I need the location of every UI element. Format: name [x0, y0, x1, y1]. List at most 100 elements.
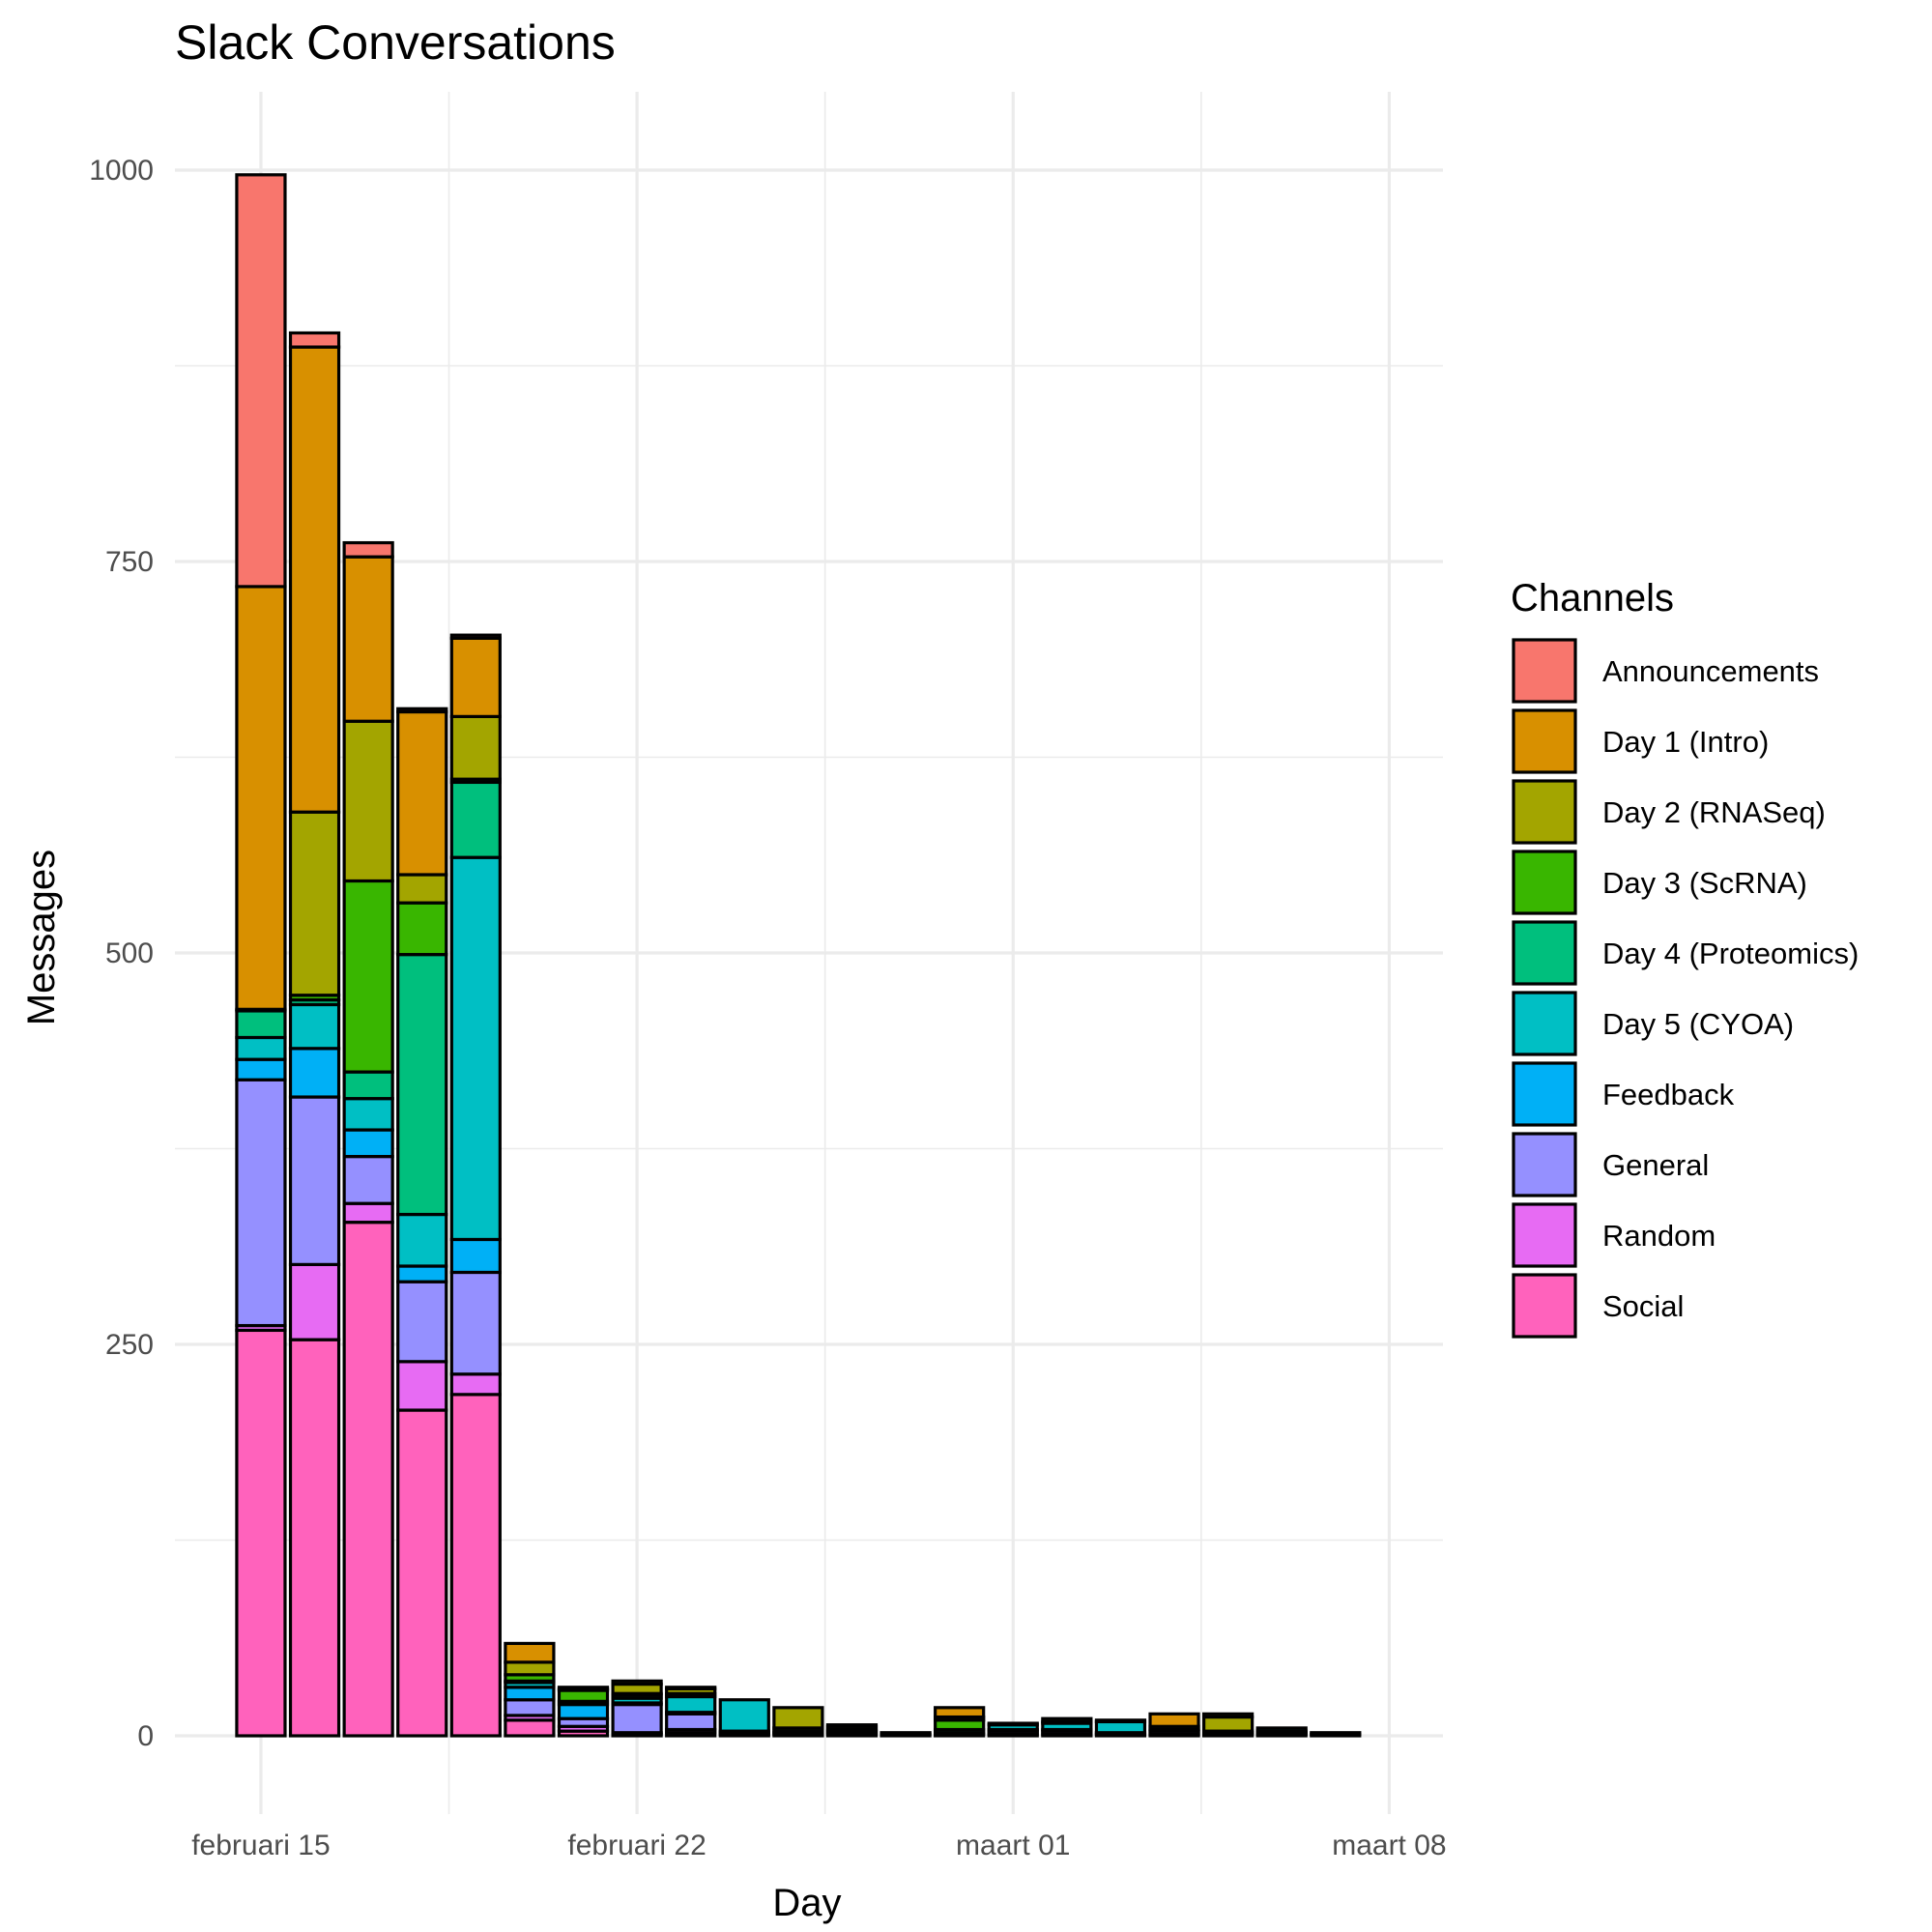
- legend-label: Day 1 (Intro): [1602, 725, 1769, 759]
- x-tick-label: februari 22: [567, 1830, 706, 1861]
- x-tick-label: maart 08: [1332, 1830, 1446, 1861]
- bar-stack-februari-26: [825, 1723, 879, 1738]
- bar-segment-day-4-proteomics: [342, 1070, 394, 1101]
- bar-segment-feedback: [504, 1686, 556, 1702]
- bar-segment-general: [504, 1698, 556, 1717]
- y-tick-label: 250: [105, 1329, 154, 1361]
- bar-segment-random: [449, 1372, 502, 1397]
- bar-segment-random: [342, 1201, 394, 1225]
- x-tick-label: maart 01: [956, 1830, 1070, 1861]
- bar-segment-feedback: [342, 1128, 394, 1159]
- bar-segment-social: [449, 1393, 502, 1738]
- bar-stack-maart-02: [1041, 1716, 1093, 1738]
- bar-segment-day-1-intro: [342, 555, 394, 723]
- bar-segment-day-1-intro: [611, 1679, 663, 1687]
- bar-segment-day-5-cyoa: [1255, 1726, 1308, 1733]
- bar-segment-general: [288, 1095, 341, 1266]
- bar-segment-day-5-cyoa: [235, 1035, 287, 1061]
- legend-item-day-1-intro: Day 1 (Intro): [1512, 708, 1769, 774]
- bar-segment-day-1-intro: [235, 585, 287, 1011]
- bar-segment-day-1-intro: [449, 636, 502, 718]
- legend-key-swatch: [1512, 708, 1577, 774]
- bar-stack-maart-06: [1255, 1726, 1308, 1738]
- bar-segment-general: [396, 1280, 448, 1364]
- legend-label: Day 3 (ScRNA): [1602, 866, 1807, 900]
- bar-segment-random: [396, 1360, 448, 1412]
- x-tick-label: februari 15: [191, 1830, 330, 1861]
- bar-segment-feedback: [879, 1731, 932, 1736]
- legend-label: Day 4 (Proteomics): [1602, 937, 1859, 970]
- bar-stack-februari-22: [611, 1679, 663, 1738]
- bar-segment-day-5-cyoa: [1094, 1719, 1147, 1735]
- bar-segment-general: [449, 1270, 502, 1376]
- bar-segment-day-5-cyoa: [665, 1694, 717, 1715]
- legend-key-swatch: [1512, 850, 1577, 915]
- legend-label: Feedback: [1602, 1078, 1735, 1111]
- bar-segment-general: [665, 1712, 717, 1732]
- bar-segment-day-1-intro: [1148, 1712, 1200, 1728]
- legend-key-swatch: [1512, 1132, 1577, 1197]
- bar-segment-day-3-scrna: [342, 879, 394, 1074]
- bar-segment-day-5-cyoa: [718, 1698, 770, 1733]
- legend-label: Social: [1602, 1289, 1684, 1323]
- bar-segment-day-1-intro: [1202, 1712, 1254, 1719]
- bar-segment-day-4-proteomics: [396, 953, 448, 1217]
- bar-segment-day-4-proteomics: [235, 1009, 287, 1040]
- bar-segment-general: [611, 1702, 663, 1735]
- bar-segment-feedback: [396, 1264, 448, 1283]
- bar-segment-day-1-intro: [396, 709, 448, 877]
- bar-segment-day-1-intro: [288, 345, 341, 814]
- bar-stack-februari-28: [934, 1706, 986, 1738]
- bar-segment-day-1-intro: [825, 1723, 879, 1728]
- bar-segment-day-2-rnaseq: [504, 1660, 556, 1677]
- legend-key-swatch: [1512, 1061, 1577, 1127]
- bar-stack-februari-21: [557, 1686, 610, 1738]
- bar-segment-day-2-rnaseq: [396, 873, 448, 905]
- legend-item-day-5-cyoa: Day 5 (CYOA): [1512, 991, 1794, 1056]
- bar-segment-social: [342, 1221, 394, 1738]
- bar-segment-day-1-intro: [557, 1686, 610, 1691]
- bar-segment-general: [1310, 1731, 1362, 1736]
- y-tick-label: 0: [137, 1720, 154, 1752]
- bar-segment-day-3-scrna: [557, 1688, 610, 1703]
- bar-segment-day-2-rnaseq: [288, 810, 341, 997]
- bar-segment-social: [288, 1338, 341, 1738]
- bar-segment-announcements: [235, 173, 287, 589]
- bar-segment-day-4-proteomics: [449, 780, 502, 859]
- legend-item-general: General: [1512, 1132, 1709, 1197]
- bar-segment-day-1-intro: [934, 1706, 986, 1719]
- legend-label: General: [1602, 1148, 1709, 1182]
- y-axis-ticks: 0 250 500 750 1000: [89, 155, 154, 1752]
- bar-stack-februari-15: [235, 173, 287, 1738]
- bar-stack-maart-05: [1202, 1712, 1254, 1738]
- bar-segment-social: [504, 1718, 556, 1738]
- legend-label: Random: [1602, 1219, 1716, 1253]
- bar-segment-feedback: [557, 1702, 610, 1720]
- legend-key-swatch: [1512, 779, 1577, 845]
- legend-key-swatch: [1512, 991, 1577, 1056]
- x-axis-ticks: februari 15 februari 22 maart 01 maart 08: [191, 1830, 1446, 1861]
- y-tick-label: 500: [105, 937, 154, 969]
- legend-label: Day 2 (RNASeq): [1602, 795, 1826, 829]
- bar-segment-day-2-rnaseq: [342, 719, 394, 883]
- bar-segment-day-2-rnaseq: [1094, 1718, 1147, 1724]
- legend-item-day-4-proteomics: Day 4 (Proteomics): [1512, 920, 1859, 986]
- bar-segment-day-3-scrna: [396, 901, 448, 957]
- bar-stacks: [235, 173, 1362, 1738]
- bar-segment-day-1-intro: [504, 1641, 556, 1664]
- bar-stack-maart-07: [1310, 1731, 1362, 1738]
- bar-segment-feedback: [235, 1057, 287, 1081]
- bar-segment-day-5-cyoa: [449, 855, 502, 1242]
- bar-segment-announcements: [288, 331, 341, 349]
- legend-key-swatch: [1512, 920, 1577, 986]
- bar-segment-general: [342, 1154, 394, 1205]
- bar-stack-februari-27: [879, 1731, 932, 1738]
- bar-segment-day-2-rnaseq: [987, 1721, 1039, 1727]
- y-tick-label: 750: [105, 546, 154, 578]
- legend-item-random: Random: [1512, 1202, 1716, 1268]
- bar-stack-maart-03: [1094, 1718, 1147, 1738]
- bar-segment-announcements: [396, 706, 448, 714]
- bar-stack-maart-04: [1148, 1712, 1200, 1738]
- bar-segment-day-2-rnaseq: [1202, 1715, 1254, 1733]
